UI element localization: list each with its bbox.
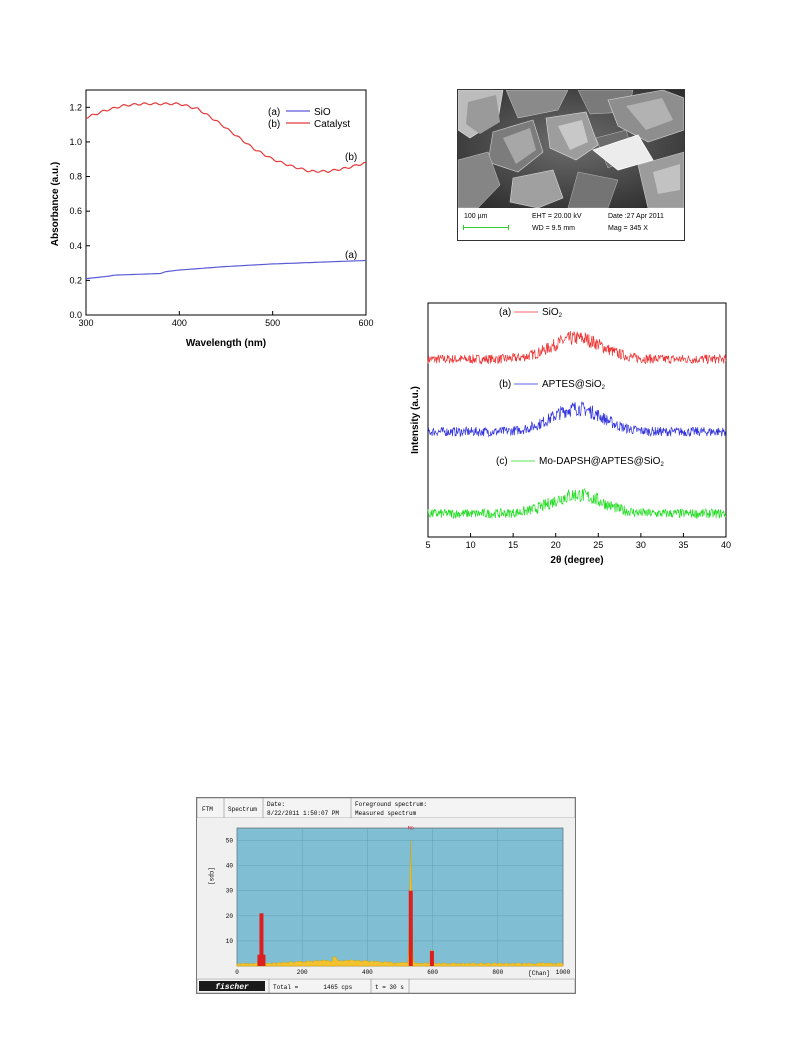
sem-photo	[458, 90, 684, 208]
xrd-x-tick-label: 5	[425, 540, 430, 550]
uv-y-tick-label: 1.2	[69, 102, 82, 112]
xrd-x-tick-label: 20	[551, 540, 561, 550]
edx-x-axis-label: [Chan]	[528, 970, 550, 977]
uv-x-tick-label: 600	[358, 318, 373, 328]
legend-tag-a: (a)	[268, 107, 280, 118]
xrd-y-axis-label: Intensity (a.u.)	[410, 386, 421, 454]
xrd-x-tick-label: 35	[678, 540, 688, 550]
xrd-name-b: APTES@SiO2	[542, 379, 606, 391]
edx-peak-bar	[408, 890, 413, 966]
xrd-chart: 5 10 15 20 25 30 35 40 Intensity (a.u.) 2θ (deg…	[410, 302, 731, 566]
uv-x-tick-label: 400	[172, 318, 187, 328]
edx-x-tick-label: 1000	[556, 969, 571, 976]
uv-y-tick-label: 1.0	[69, 137, 82, 147]
uv-series-line-sio	[85, 259, 367, 280]
edx-x-tick-label: 200	[297, 969, 308, 976]
xrd-x-tick-label: 40	[721, 540, 731, 550]
edx-peak-label: Mo	[408, 826, 414, 832]
xrd-series-label-a: (a) SiO2	[499, 307, 563, 319]
edx-header-date: 8/22/2011 1:50:07 PM	[267, 810, 339, 817]
curve-tag-b: (b)	[345, 152, 357, 163]
edx-header: FTM Spectrum Date: 8/22/2011 1:50:07 PM …	[196, 797, 576, 819]
edx-footer: fischer Total = 1465 cps t = 30 s	[196, 978, 576, 994]
edx-y-tick-label: 30	[226, 888, 234, 895]
edx-header-ftm: FTM	[202, 806, 213, 813]
edx-time: t = 30 s	[375, 984, 404, 991]
sem-info-panel: 100 µm EHT = 20.00 kV WD = 9.5 mm Date :…	[458, 208, 684, 240]
fischer-logo-text: fischer	[215, 983, 249, 992]
legend-tag-b: (b)	[268, 119, 280, 130]
xrd-series-line-aptes	[427, 401, 726, 438]
xrd-tag-a: (a)	[499, 307, 511, 318]
edx-x-tick-label: 0	[235, 969, 239, 976]
uv-vis-chart: 300 400 500 600 0.0 0.2 0.4 0.6 0.8 1.0 1.2 Absorb…	[50, 89, 374, 349]
legend-label-sio: SiO	[314, 107, 331, 118]
uv-plot-area	[85, 89, 367, 316]
sem-eht: EHT = 20.00 kV	[532, 213, 582, 220]
edx-header-date-label: Date:	[267, 801, 285, 808]
edx-peak-bar	[429, 950, 434, 966]
xrd-x-tick-label: 30	[636, 540, 646, 550]
uv-y-tick-label: 0.2	[69, 275, 82, 285]
edx-x-tick-label: 400	[362, 969, 373, 976]
legend-label-catalyst: Catalyst	[314, 119, 350, 130]
edx-total: Total = 1465 cps	[273, 984, 353, 991]
xrd-x-tick-label: 10	[466, 540, 476, 550]
sem-wd: WD = 9.5 mm	[532, 225, 575, 232]
edx-header-foreground-label: Foreground spectrum:	[355, 801, 427, 808]
xrd-tag-b: (b)	[499, 379, 511, 390]
xrd-x-tick-label: 15	[508, 540, 518, 550]
sem-micrograph: 100 µm EHT = 20.00 kV WD = 9.5 mm Date :…	[457, 89, 685, 241]
edx-y-tick-label: 50	[226, 838, 234, 845]
uv-legend: (a) SiO (b) Catalyst	[268, 107, 350, 130]
edx-peak-bar	[259, 913, 264, 966]
xrd-x-tick-label: 25	[593, 540, 603, 550]
uv-x-tick-label: 300	[78, 318, 93, 328]
fischer-logo	[199, 981, 265, 991]
edx-x-tick-label: 800	[492, 969, 503, 976]
xrd-name-c: Mo-DAPSH@APTES@SiO2	[539, 456, 664, 468]
uv-series-line-catalyst	[85, 102, 367, 174]
edx-spectrum-svg: FTM Spectrum Date: 8/22/2011 1:50:07 PM …	[196, 797, 576, 994]
edx-header-spectrum: Spectrum	[228, 806, 257, 813]
edx-spectrum-window: FTM Spectrum Date: 8/22/2011 1:50:07 PM …	[196, 797, 576, 994]
xrd-series-line-sio2	[427, 331, 727, 365]
uv-y-axis-label: Absorbance (a.u.)	[50, 162, 61, 246]
xrd-series-label-b: (b) APTES@SiO2	[499, 379, 606, 391]
sem-date: Date :27 Apr 2011	[608, 213, 664, 220]
sem-mag: Mag = 345 X	[608, 225, 648, 232]
edx-plot-area	[236, 827, 564, 967]
xrd-series-line-mo-dapsh	[427, 488, 727, 520]
uv-y-tick-label: 0.8	[69, 172, 82, 182]
curve-tag-a: (a)	[345, 250, 357, 261]
edx-header-foreground: Measured spectrum	[355, 810, 417, 817]
edx-y-tick-label: 40	[226, 863, 234, 870]
uv-y-tick-label: 0.6	[69, 206, 82, 216]
uv-x-axis-label: Wavelength (nm)	[186, 338, 266, 349]
uv-y-tick-label: 0.4	[69, 241, 82, 251]
edx-y-axis-label: [cps]	[208, 867, 215, 885]
xrd-x-axis-label: 2θ (degree)	[550, 555, 603, 566]
edx-x-tick-label: 600	[427, 969, 438, 976]
edx-y-tick-label: 10	[226, 938, 234, 945]
xrd-plot-area	[427, 302, 727, 538]
sem-scale-label: 100 µm	[464, 213, 488, 220]
xrd-series-label-c: (c) Mo-DAPSH@APTES@SiO2	[496, 456, 664, 468]
uv-x-tick-label: 500	[265, 318, 280, 328]
xrd-name-a: SiO2	[542, 307, 563, 319]
edx-y-tick-label: 20	[226, 913, 234, 920]
edx-background-spectrum	[236, 840, 564, 967]
uv-y-tick-label: 0.0	[69, 310, 82, 320]
sem-scale-bar	[463, 225, 509, 230]
xrd-tag-c: (c)	[496, 456, 508, 467]
edx-peak-base	[257, 954, 266, 966]
